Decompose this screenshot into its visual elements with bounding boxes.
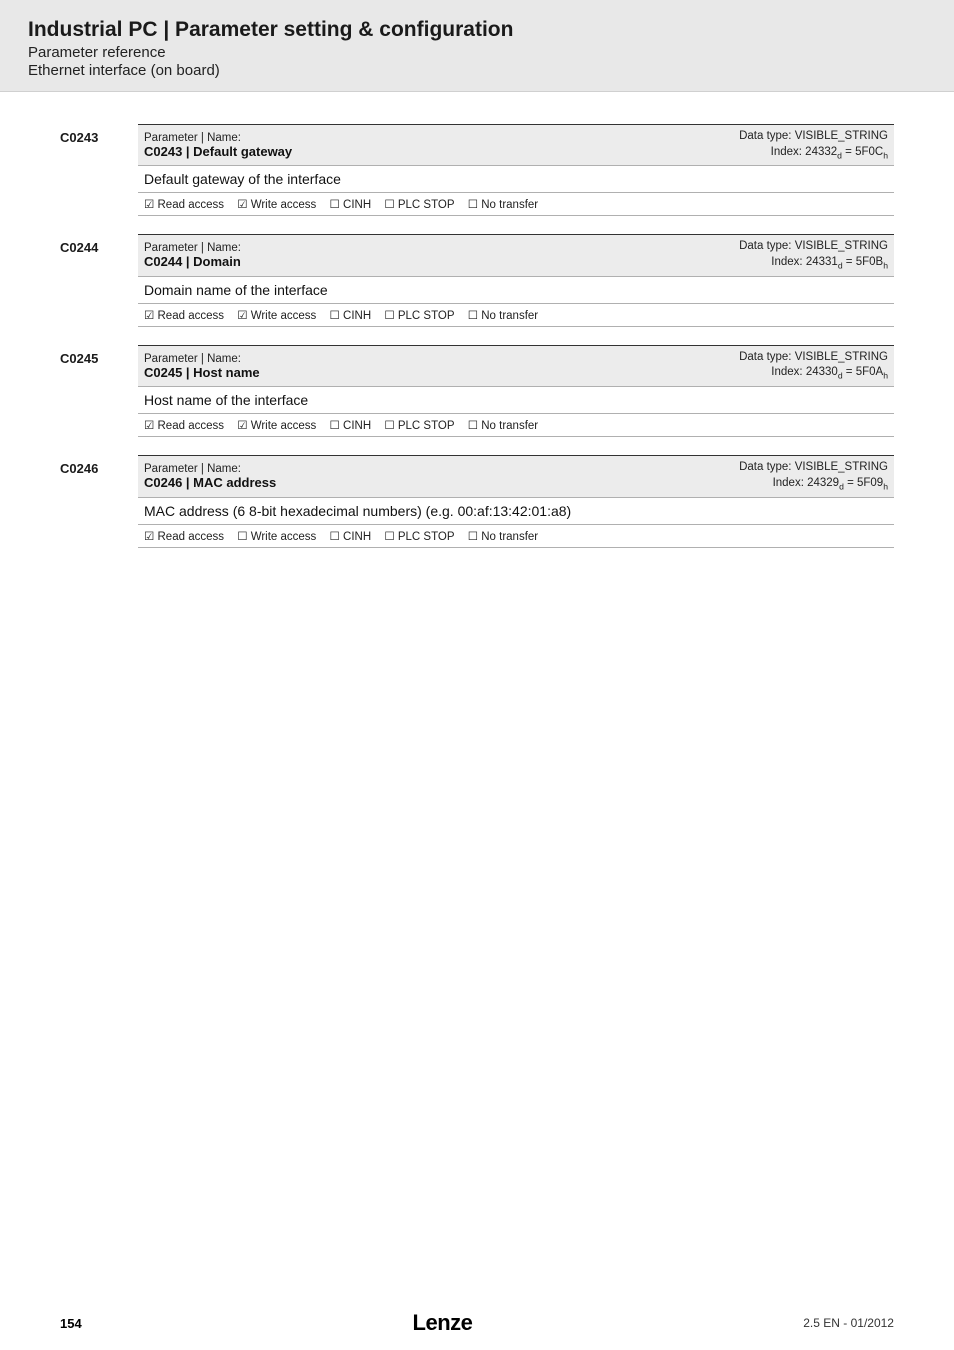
param-header-left: Parameter | Name: C0246 | MAC address <box>144 463 276 490</box>
flag-read: ☑ Read access <box>144 420 224 432</box>
param-block-c0246: C0246 Parameter | Name: C0246 | MAC addr… <box>60 455 894 547</box>
page-number: 154 <box>60 1316 82 1331</box>
flag-cinh: ☐ CINH <box>330 310 372 322</box>
param-header-right: Data type: VISIBLE_STRING Index: 24330d … <box>739 350 888 382</box>
param-table: Parameter | Name: C0244 | Domain Data ty… <box>138 234 894 326</box>
flag-notransfer: ☐ No transfer <box>468 310 538 322</box>
param-datatype: Data type: VISIBLE_STRING <box>739 460 888 476</box>
flag-notransfer: ☐ No transfer <box>468 420 538 432</box>
flag-write: ☑ Write access <box>237 310 316 322</box>
flag-notransfer: ☐ No transfer <box>468 531 538 543</box>
param-header-left: Parameter | Name: C0244 | Domain <box>144 242 241 269</box>
flag-notransfer: ☐ No transfer <box>468 199 538 211</box>
param-name: C0243 | Default gateway <box>144 144 292 159</box>
param-header-right: Data type: VISIBLE_STRING Index: 24332d … <box>739 129 888 161</box>
param-header-row: Parameter | Name: C0243 | Default gatewa… <box>138 125 894 166</box>
param-table: Parameter | Name: C0243 | Default gatewa… <box>138 124 894 216</box>
param-index: Index: 24332d = 5F0Ch <box>739 145 888 162</box>
footer-version: 2.5 EN - 01/2012 <box>803 1316 894 1330</box>
param-datatype: Data type: VISIBLE_STRING <box>739 129 888 145</box>
param-header-row: Parameter | Name: C0246 | MAC address Da… <box>138 456 894 497</box>
param-header-right: Data type: VISIBLE_STRING Index: 24331d … <box>739 239 888 271</box>
flag-read: ☑ Read access <box>144 310 224 322</box>
param-code-label: C0244 <box>60 234 138 326</box>
param-name-label: Parameter | Name: <box>144 463 276 475</box>
param-name-label: Parameter | Name: <box>144 353 260 365</box>
flag-plcstop: ☐ PLC STOP <box>384 199 454 211</box>
param-block-c0243: C0243 Parameter | Name: C0243 | Default … <box>60 124 894 216</box>
param-block-c0245: C0245 Parameter | Name: C0245 | Host nam… <box>60 345 894 437</box>
flag-cinh: ☐ CINH <box>330 420 372 432</box>
flag-plcstop: ☐ PLC STOP <box>384 531 454 543</box>
param-table: Parameter | Name: C0246 | MAC address Da… <box>138 455 894 547</box>
flag-cinh: ☐ CINH <box>330 199 372 211</box>
param-flags-row: ☑ Read access ☑ Write access ☐ CINH ☐ PL… <box>138 193 894 216</box>
page-footer: 154 Lenze 2.5 EN - 01/2012 <box>0 1300 954 1350</box>
param-code-label: C0243 <box>60 124 138 216</box>
param-header-right: Data type: VISIBLE_STRING Index: 24329d … <box>739 460 888 492</box>
param-name: C0246 | MAC address <box>144 475 276 490</box>
param-header-left: Parameter | Name: C0245 | Host name <box>144 353 260 380</box>
header-subtitle-2: Ethernet interface (on board) <box>28 62 926 79</box>
param-header-row: Parameter | Name: C0245 | Host name Data… <box>138 346 894 387</box>
param-code-label: C0246 <box>60 455 138 547</box>
param-header-left: Parameter | Name: C0243 | Default gatewa… <box>144 132 292 159</box>
param-description: Default gateway of the interface <box>138 166 894 193</box>
flag-write: ☑ Write access <box>237 420 316 432</box>
flag-read: ☑ Read access <box>144 531 224 543</box>
param-header-row: Parameter | Name: C0244 | Domain Data ty… <box>138 235 894 276</box>
flag-write: ☑ Write access <box>237 199 316 211</box>
param-description: MAC address (6 8-bit hexadecimal numbers… <box>138 498 894 525</box>
content-area: C0243 Parameter | Name: C0243 | Default … <box>0 92 954 586</box>
header-title: Industrial PC | Parameter setting & conf… <box>28 18 926 42</box>
param-index: Index: 24331d = 5F0Bh <box>739 255 888 272</box>
param-flags-row: ☑ Read access ☐ Write access ☐ CINH ☐ PL… <box>138 525 894 548</box>
param-index: Index: 24330d = 5F0Ah <box>739 365 888 382</box>
param-name: C0245 | Host name <box>144 365 260 380</box>
param-description: Domain name of the interface <box>138 277 894 304</box>
param-name-label: Parameter | Name: <box>144 242 241 254</box>
param-datatype: Data type: VISIBLE_STRING <box>739 350 888 366</box>
flag-plcstop: ☐ PLC STOP <box>384 310 454 322</box>
page-header: Industrial PC | Parameter setting & conf… <box>0 0 954 92</box>
param-code-label: C0245 <box>60 345 138 437</box>
param-block-c0244: C0244 Parameter | Name: C0244 | Domain D… <box>60 234 894 326</box>
param-flags-row: ☑ Read access ☑ Write access ☐ CINH ☐ PL… <box>138 304 894 327</box>
param-index: Index: 24329d = 5F09h <box>739 476 888 493</box>
flag-plcstop: ☐ PLC STOP <box>384 420 454 432</box>
param-description: Host name of the interface <box>138 387 894 414</box>
flag-cinh: ☐ CINH <box>330 531 372 543</box>
param-table: Parameter | Name: C0245 | Host name Data… <box>138 345 894 437</box>
header-subtitle-1: Parameter reference <box>28 44 926 61</box>
param-name-label: Parameter | Name: <box>144 132 292 144</box>
param-datatype: Data type: VISIBLE_STRING <box>739 239 888 255</box>
flag-write: ☐ Write access <box>237 531 316 543</box>
logo-lenze: Lenze <box>413 1310 473 1336</box>
flag-read: ☑ Read access <box>144 199 224 211</box>
param-flags-row: ☑ Read access ☑ Write access ☐ CINH ☐ PL… <box>138 414 894 437</box>
param-name: C0244 | Domain <box>144 254 241 269</box>
